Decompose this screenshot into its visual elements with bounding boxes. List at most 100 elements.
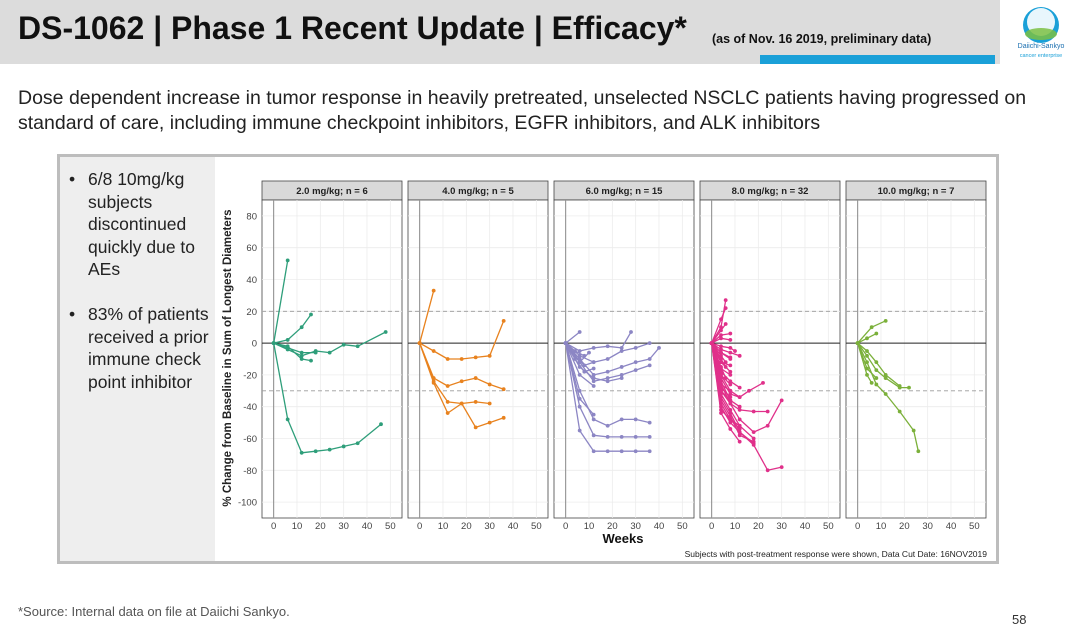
data-point [874,360,879,365]
data-point [285,338,290,342]
y-tick-label: -40 [243,402,257,413]
data-point [285,417,290,422]
data-point [473,400,478,404]
x-tick-label: 10 [730,521,741,532]
data-point [313,350,318,355]
data-point [728,427,733,431]
y-tick-label: 80 [246,211,257,222]
data-point [591,376,596,380]
data-point [719,344,723,349]
y-tick-label: -20 [243,370,257,381]
data-point [341,444,346,449]
patient-series-line [419,290,435,344]
patient-series-line [711,343,741,443]
data-point [647,435,652,439]
data-point [719,382,723,387]
data-point [728,369,733,374]
data-point [633,360,638,365]
data-point [723,298,728,303]
data-point [874,376,879,380]
patient-series-line [273,331,386,357]
data-point [619,435,624,439]
x-tick-label: 20 [753,521,764,532]
data-point [737,395,742,400]
data-point [379,422,383,427]
data-point [865,349,869,353]
x-tick-label: 40 [800,521,811,532]
data-point [728,388,733,393]
patient-series-line [273,342,382,454]
data-point [911,428,916,433]
data-point [737,417,742,422]
data-point [577,360,582,365]
data-point [459,401,464,406]
data-point [383,330,388,334]
data-point [591,366,596,371]
x-tick-label: 30 [776,521,787,532]
x-tick-label: 30 [338,521,349,532]
data-point [591,384,596,388]
data-point [633,449,638,454]
facet-label: 8.0 mg/kg; n = 32 [732,186,809,197]
data-point [313,449,318,454]
data-point [657,345,661,350]
data-point [719,350,723,355]
x-tick-label: 50 [531,521,542,532]
data-point [855,341,860,345]
bullet-marker: • [69,169,76,189]
page-title: DS-1062 | Phase 1 Recent Update | Effica… [18,10,687,46]
facet-label: 4.0 mg/kg; n = 5 [442,186,514,197]
data-point [647,363,652,368]
data-point [591,373,596,377]
facet-label: 10.0 mg/kg; n = 7 [878,186,955,197]
data-point [605,379,610,384]
data-point [765,468,770,473]
data-point [633,417,638,422]
data-point [629,330,633,334]
data-point [751,430,756,435]
bullets-panel: • 6/8 10mg/kg subjects discontinued quic… [60,157,215,561]
chart-note: Subjects with post-treatment response we… [685,549,988,559]
data-point [737,404,742,409]
data-point [728,401,733,406]
data-point [737,433,742,438]
data-point [487,420,492,425]
x-tick-label: 40 [508,521,519,532]
patient-series-line [711,342,736,352]
data-point [417,341,422,345]
data-point [619,345,624,350]
data-point [883,392,888,396]
data-point [733,349,737,353]
data-point [582,353,587,358]
data-point [719,317,723,322]
data-point [577,330,582,334]
data-point [431,380,436,385]
data-point [591,449,596,454]
daiichi-sankyo-logo-icon [1023,7,1059,43]
data-point [285,258,290,263]
data-point [619,449,624,454]
x-tick-label: 0 [563,521,568,532]
data-point [728,363,733,368]
data-point [728,345,733,350]
data-point [431,288,436,293]
x-tick-label: 50 [823,521,834,532]
data-point [728,398,733,403]
facet-label: 6.0 mg/kg; n = 15 [586,186,664,197]
x-tick-label: 20 [607,521,618,532]
x-tick-label: 30 [922,521,933,532]
data-point [445,357,450,361]
data-point [874,382,879,387]
data-point [779,398,784,403]
data-point [719,333,723,338]
data-point [761,380,765,385]
patient-series-line [273,260,289,344]
data-point [883,376,888,380]
data-point [865,353,869,358]
data-point [431,349,436,353]
data-point [309,312,313,317]
y-tick-label: 20 [246,307,257,318]
x-tick-label: 10 [438,521,449,532]
data-point [299,353,304,358]
data-point [897,409,902,414]
